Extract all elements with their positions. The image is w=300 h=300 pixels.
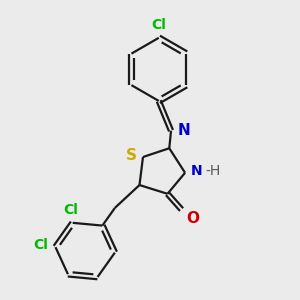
- Text: N: N: [177, 123, 190, 138]
- Text: Cl: Cl: [151, 18, 166, 32]
- Text: -H: -H: [206, 164, 220, 178]
- Text: N: N: [190, 164, 202, 178]
- Text: O: O: [186, 211, 199, 226]
- Text: Cl: Cl: [33, 238, 48, 252]
- Text: Cl: Cl: [64, 202, 78, 217]
- Text: S: S: [126, 148, 137, 163]
